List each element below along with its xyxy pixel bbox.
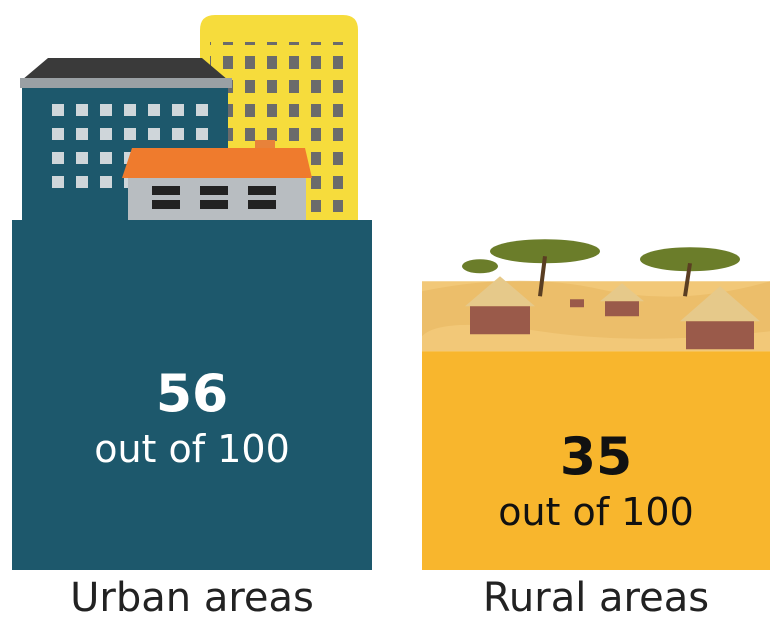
unit-label: out of 100 [498,490,694,534]
category-label: Rural areas [483,575,709,621]
page: 56out of 100Urban areas35out of 100Rural… [0,0,771,622]
unit-label: out of 100 [94,427,290,471]
value-label: 56 [156,365,228,425]
category-label: Urban areas [70,575,314,621]
value-label: 35 [560,428,632,488]
city-illustration [20,15,358,220]
village-illustration [422,239,770,351]
chart: 56out of 100Urban areas35out of 100Rural… [0,0,771,622]
